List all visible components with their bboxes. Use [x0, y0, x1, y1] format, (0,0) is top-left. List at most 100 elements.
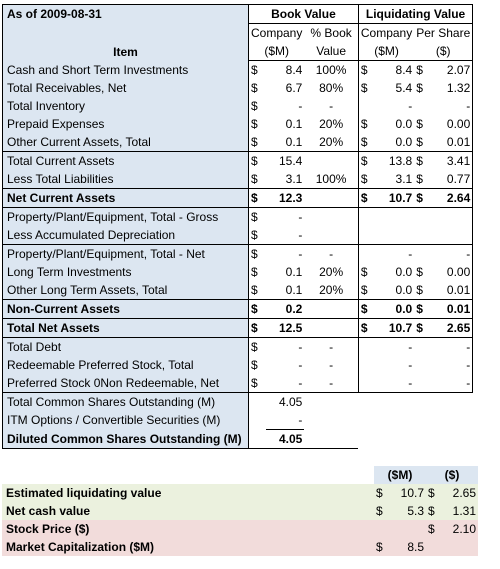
- per-share-currency-symbol: [414, 207, 433, 226]
- summary-row: Net cash value $5.3 $1.31: [2, 502, 478, 520]
- per-share-currency-symbol: $: [414, 151, 433, 170]
- table-row: Net Current Assets $12.3 $10.7 $2.64: [2, 188, 474, 208]
- liq-currency-symbol: $: [358, 151, 376, 170]
- data-rows: Cash and Short Term Investments $8.4 100% $…: [2, 60, 474, 449]
- liq-company-value: 5.4: [395, 81, 413, 95]
- book-pct-value: 20%: [304, 115, 359, 133]
- liq-company-value: 10.7: [388, 321, 413, 335]
- book-pct-value: [304, 188, 359, 208]
- per-share-value: 0.01: [432, 281, 474, 300]
- book-currency-symbol: $: [251, 63, 258, 77]
- book-company-value: 0.1: [285, 135, 303, 149]
- table-row: Less Accumulated Depreciation $ -: [2, 226, 474, 245]
- book-currency-symbol: $: [248, 188, 266, 208]
- book-pct-value: 20%: [304, 133, 359, 152]
- book-pct-value: [304, 226, 359, 245]
- book-company-value: 8.4: [285, 63, 303, 77]
- per-share-value: 0.77: [432, 170, 474, 189]
- per-share-currency-symbol: $: [416, 117, 423, 131]
- per-share-value: [432, 226, 474, 245]
- book-company-value: -: [298, 99, 303, 113]
- liq-currency-symbol: $: [360, 172, 368, 186]
- row-label: Total Receivables, Net: [2, 79, 249, 97]
- per-share-value: 1.32: [432, 79, 474, 97]
- liq-currency-symbol: [358, 337, 376, 356]
- book-company-value: -: [265, 337, 305, 356]
- book-currency-symbol: $: [248, 244, 266, 263]
- liq-company-value: 8.4: [395, 63, 413, 77]
- table-row: Cash and Short Term Investments $8.4 100% $…: [2, 60, 474, 79]
- table-row: Property/Plant/Equipment, Total - Gross $…: [2, 207, 474, 226]
- liq-company-value: -: [375, 244, 415, 263]
- book-currency-symbol: $: [248, 299, 266, 319]
- table-row: Other Current Assets, Total $0.1 20% $0.0 $0…: [2, 133, 474, 152]
- summary-d-value: 2.65: [452, 486, 476, 500]
- liq-currency-symbol: $: [360, 265, 368, 279]
- row-label: Property/Plant/Equipment, Total - Net: [2, 244, 249, 263]
- value-header: Value: [304, 42, 359, 61]
- liq-company-value: [375, 207, 415, 226]
- per-share-value: 0.01: [432, 133, 474, 152]
- per-share-value: 0.01: [432, 299, 474, 319]
- row-label: Prepaid Expenses: [2, 115, 249, 133]
- liq-company-value: [376, 393, 415, 412]
- book-currency-symbol: [249, 411, 266, 430]
- header-row-1: As of 2009-08-31 Book Value Liquidating …: [2, 4, 474, 24]
- table-row: Redeemable Preferred Stock, Total $ - - - -: [2, 356, 474, 374]
- liq-currency-symbol: $: [360, 81, 368, 95]
- table-row: Total Debt $ - - - -: [2, 337, 474, 356]
- liq-currency-symbol: [358, 97, 375, 115]
- book-currency-symbol: $: [251, 321, 258, 335]
- summary-sm-currency-symbol: $: [376, 540, 383, 554]
- per-share-currency-symbol: $: [416, 135, 423, 149]
- summary-d-currency-symbol: $: [428, 504, 435, 518]
- row-label: Cash and Short Term Investments: [2, 60, 249, 79]
- book-pct-value: [304, 318, 359, 338]
- per-share-currency-symbol: [414, 356, 432, 374]
- per-share-value: 0.00: [432, 115, 474, 133]
- book-currency-symbol: $: [248, 151, 266, 170]
- liq-currency-symbol: [358, 226, 375, 245]
- book-company-value: 12.3: [265, 188, 305, 208]
- book-currency-symbol: $: [248, 374, 266, 393]
- book-company-value: 0.1: [285, 265, 303, 279]
- summary-d-currency-symbol: $: [428, 486, 435, 500]
- row-label: Non-Current Assets: [2, 299, 249, 319]
- per-share-value: 2.65: [432, 318, 474, 338]
- row-label: Diluted Common Shares Outstanding (M): [2, 429, 249, 449]
- book-company-value: 4.05: [279, 395, 303, 409]
- row-label: Net Current Assets: [2, 188, 249, 208]
- row-label: Less Total Liabilities: [2, 170, 249, 189]
- table-row: Long Term Investments $0.1 20% $0.0 $0.00: [2, 263, 474, 281]
- per-share-currency-symbol: $: [416, 265, 423, 279]
- summary-d-value: 2.10: [452, 522, 476, 536]
- per-share-value: [432, 393, 473, 412]
- liq-company-value: 0.0: [395, 283, 413, 297]
- table-row: Total Receivables, Net $6.7 80% $5.4 $1.32: [2, 79, 474, 97]
- book-currency-symbol: $: [251, 135, 258, 149]
- item-header: Item: [2, 23, 249, 61]
- book-company-value: 0.1: [285, 117, 303, 131]
- book-company-value: 12.5: [279, 321, 303, 335]
- liq-company-value: 0.0: [375, 299, 415, 319]
- book-pct-value: -: [304, 244, 359, 263]
- book-pct-value: 20%: [304, 263, 359, 281]
- liq-company-value: [376, 430, 415, 449]
- row-label: Other Current Assets, Total: [2, 133, 249, 152]
- table-row: Diluted Common Shares Outstanding (M) 4.0…: [2, 429, 473, 449]
- summary-label: Estimated liquidating value: [6, 486, 162, 500]
- book-pct-value: [304, 411, 358, 430]
- book-pct-value: -: [304, 97, 359, 115]
- liq-currency-symbol: [358, 411, 375, 430]
- book-currency-symbol: $: [251, 117, 258, 131]
- book-currency-symbol: [249, 393, 266, 412]
- per-share-value: [432, 430, 473, 449]
- book-company-value: 0.2: [265, 299, 305, 319]
- liq-currency-symbol: [358, 374, 376, 393]
- table-row: ITM Options / Convertible Securities (M)…: [2, 411, 473, 430]
- book-company-value: -: [298, 358, 303, 372]
- summary-d-value: 1.31: [452, 504, 476, 518]
- per-share-currency-symbol: [414, 226, 432, 245]
- book-company-value: 15.4: [265, 151, 305, 170]
